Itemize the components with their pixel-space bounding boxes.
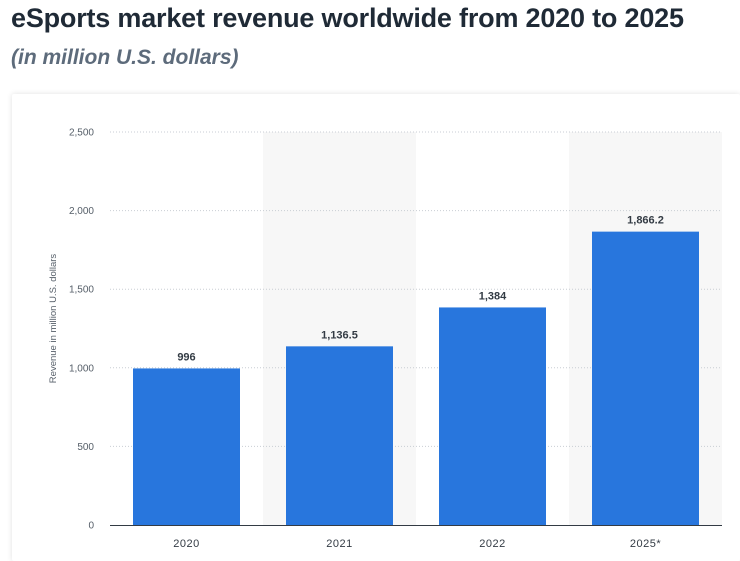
x-tick-label: 2020: [173, 538, 199, 550]
y-tick-label: 1,000: [69, 363, 94, 374]
data-label: 1,384: [479, 290, 507, 302]
page-subtitle: (in million U.S. dollars): [11, 46, 239, 69]
x-tick-label: 2022: [479, 538, 505, 550]
data-label: 996: [177, 351, 195, 363]
y-tick-label: 1,500: [69, 285, 94, 296]
bar-2025*[interactable]: [592, 231, 699, 525]
y-tick-label: 0: [88, 521, 94, 532]
y-axis-title: Revenue in million U.S. dollars: [48, 254, 59, 384]
x-tick-label: 2025*: [630, 538, 661, 550]
x-axis-labels: 2020 2021 2022 2025*: [173, 538, 661, 550]
data-label: 1,866.2: [627, 215, 664, 227]
y-axis-ticks: 0 500 1,000 1,500 2,000 2,500: [69, 128, 94, 532]
data-label: 1,136.5: [321, 329, 358, 341]
value-labels: 996 1,136.5 1,384 1,866.2: [177, 215, 664, 364]
x-tick-label: 2021: [326, 538, 352, 550]
bar-2022[interactable]: [439, 307, 546, 525]
y-tick-label: 2,500: [69, 128, 94, 139]
y-tick-label: 2,000: [69, 206, 94, 217]
bar-2021[interactable]: [286, 346, 393, 525]
bar-chart: 0 500 1,000 1,500 2,000 2,500 996 1,136.5 1,384…: [48, 128, 722, 550]
y-tick-label: 500: [77, 442, 94, 453]
bars: [133, 231, 699, 525]
chart-card: 0 500 1,000 1,500 2,000 2,500 996 1,136.5 1,384…: [12, 94, 740, 561]
bar-2020[interactable]: [133, 368, 240, 525]
page-title: eSports market revenue worldwide from 20…: [11, 3, 684, 33]
